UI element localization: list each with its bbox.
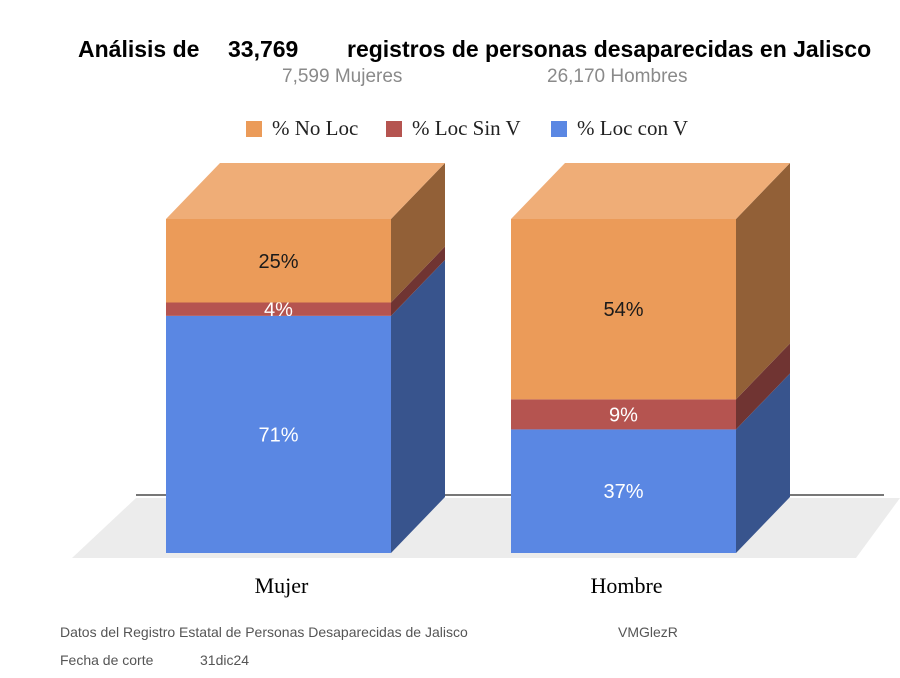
legend-label-no-loc: % No Loc	[272, 116, 359, 140]
data-label-hombre-loc-con-v: 37%	[603, 481, 643, 503]
legend-label-loc-sin-v: % Loc Sin V	[412, 116, 521, 140]
bar-hombre-loc-sin-v-side	[736, 343, 790, 430]
bar-hombre-loc-con-v-side	[736, 373, 790, 553]
bar-mujer-loc-con-v-side	[391, 259, 445, 553]
footer-source: Datos del Registro Estatal de Personas D…	[60, 624, 468, 640]
footer-cutoff-date: 31dic24	[200, 652, 250, 668]
chart-title: Análisis de 33,769 registros de personas…	[0, 36, 900, 66]
bar-mujer-loc-sin-v-front	[166, 302, 391, 316]
title-prefix: Análisis de	[78, 36, 200, 62]
bar-mujer-no-loc-front	[166, 219, 391, 303]
bar-mujer-loc-con-v-front	[166, 315, 391, 553]
bar-hombre-top-face	[511, 163, 790, 219]
legend-label-loc-con-v: % Loc con V	[577, 116, 688, 140]
subtitle-women: 7,599 Mujeres	[282, 66, 403, 87]
subtitle-men: 26,170 Hombres	[547, 66, 688, 87]
legend-item-loc-con-v: % Loc con V	[551, 116, 688, 141]
bar-hombre-loc-con-v-front	[511, 429, 736, 553]
data-label-mujer-loc-con-v: 71%	[258, 424, 298, 446]
legend-item-no-loc: % No Loc	[246, 116, 358, 141]
data-label-mujer-no-loc: 25%	[258, 251, 298, 273]
data-label-mujer-loc-sin-v: 4%	[264, 299, 293, 321]
data-label-hombre-loc-sin-v: 9%	[609, 404, 638, 426]
title-suffix: registros de personas desaparecidas en J…	[347, 36, 872, 62]
legend-item-loc-sin-v: % Loc Sin V	[386, 116, 521, 141]
title-total: 33,769	[228, 36, 299, 62]
legend-swatch-loc-sin-v	[386, 120, 402, 137]
bar-mujer-no-loc-side	[391, 163, 445, 303]
bar-hombre-no-loc-front	[511, 219, 736, 400]
bar-hombre-loc-sin-v-front	[511, 399, 736, 430]
data-label-hombre-no-loc: 54%	[603, 299, 643, 321]
bar-mujer-loc-sin-v-side	[391, 246, 445, 316]
legend-swatch-no-loc	[246, 120, 262, 137]
x-tick-label-mujer: Mujer	[255, 573, 309, 598]
bar-hombre-no-loc-side	[736, 163, 790, 400]
legend: % No Loc % Loc Sin V % Loc con V	[0, 116, 900, 142]
x-tick-label-hombre: Hombre	[590, 573, 662, 598]
bar-mujer-top-face	[166, 163, 445, 219]
footer-cutoff-label: Fecha de corte	[60, 652, 154, 668]
legend-swatch-loc-con-v	[551, 120, 567, 137]
footer-author: VMGlezR	[618, 624, 678, 640]
